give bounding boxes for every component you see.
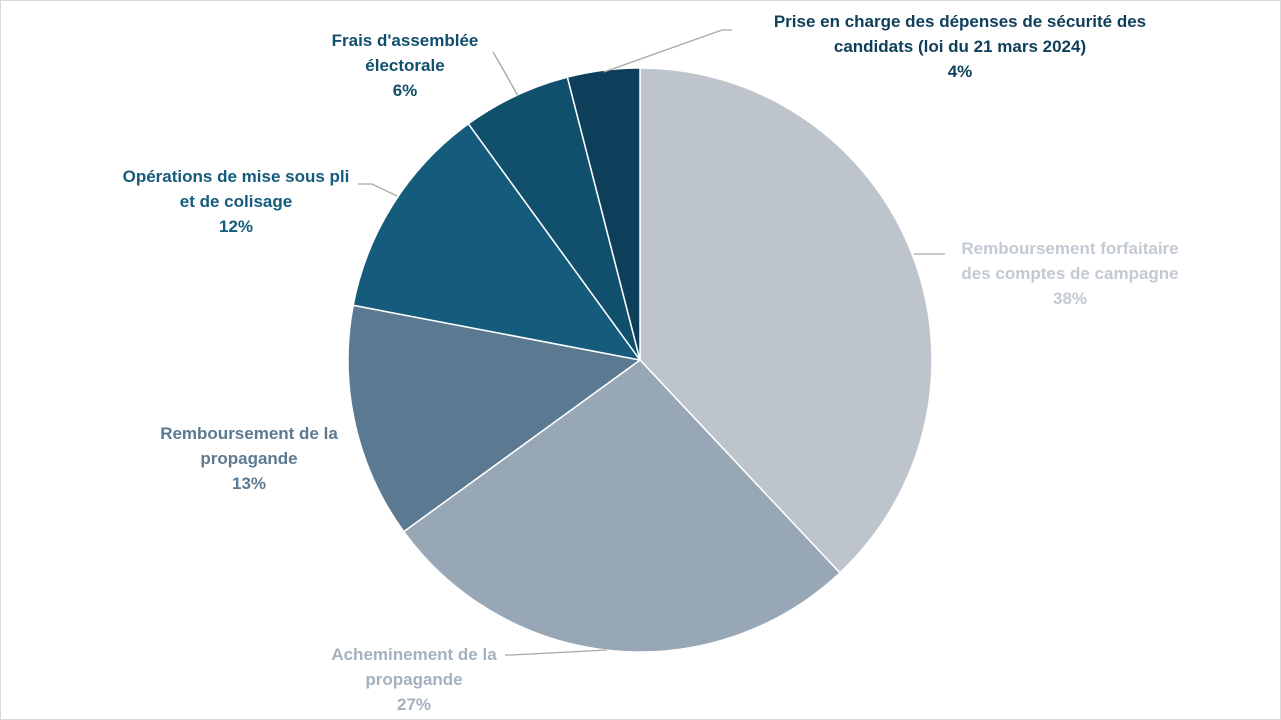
slice-value-label: 27% [397,695,431,714]
slice-label-3: Remboursement de la propagande 13% [160,424,338,493]
slice-category-label: électorale [365,56,444,75]
leader-line-2 [505,649,608,656]
pie-slice-4 [352,122,642,362]
slice-category-label: Acheminement de la [331,645,497,664]
slice-label-1: Remboursement forfaitaire des comptes de … [961,239,1178,308]
slice-label-4: Opérations de mise sous pli et de colisag… [123,167,350,236]
slice-category-label: Remboursement de la [160,424,338,443]
slice-category-label: et de colisage [180,192,292,211]
slice-value-label: 12% [219,217,253,236]
pie-slice-2 [402,359,841,653]
slice-value-label: 4% [948,62,973,81]
slice-category-label: Prise en charge des dépenses de sécurité… [774,12,1146,31]
slice-value-label: 13% [232,474,266,493]
slice-category-label: propagande [200,449,297,468]
slice-label-6: Prise en charge des dépenses de sécurité… [774,12,1146,81]
leader-line-6 [603,29,732,73]
pie-slice-3 [347,304,642,533]
slice-label-2: Acheminement de la propagande 27% [331,645,497,714]
slice-value-label: 38% [1053,289,1087,308]
slice-category-label: Remboursement forfaitaire [961,239,1178,258]
pie-slice-6 [566,67,641,361]
slice-value-label: 6% [393,81,418,100]
pie-slice-1 [639,67,933,574]
slice-category-label: Frais d'assemblée [332,31,479,50]
leader-line-5 [492,51,519,97]
slice-label-5: Frais d'assemblée électorale 6% [332,31,479,100]
slice-category-label: propagande [365,670,462,689]
leader-line-4 [358,183,398,197]
slice-category-label: candidats (loi du 21 mars 2024) [834,37,1086,56]
slice-category-label: Opérations de mise sous pli [123,167,350,186]
slice-category-label: des comptes de campagne [961,264,1178,283]
